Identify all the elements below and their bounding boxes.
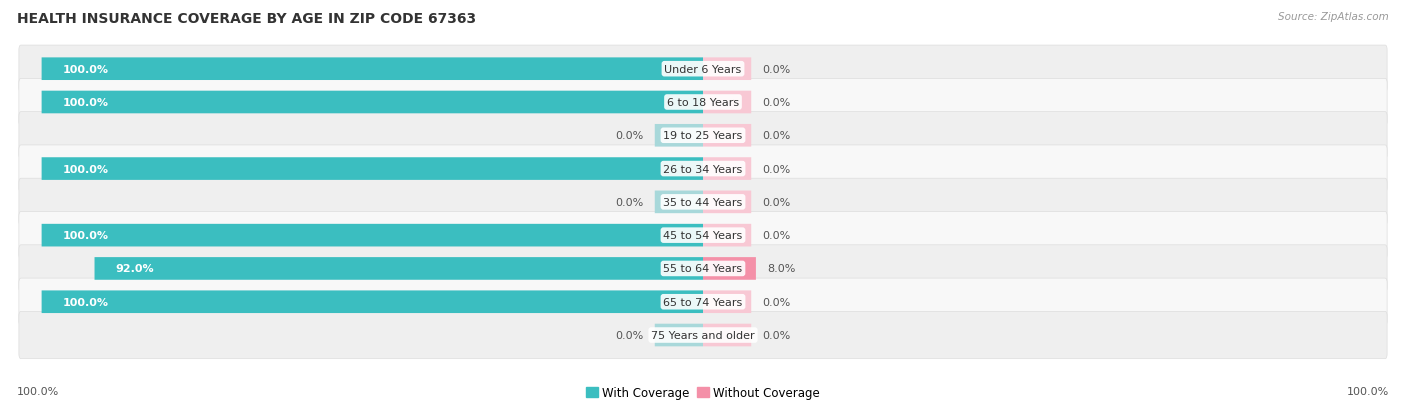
- FancyBboxPatch shape: [94, 257, 703, 280]
- Text: 0.0%: 0.0%: [616, 131, 644, 141]
- Text: 0.0%: 0.0%: [616, 197, 644, 207]
- Text: 100.0%: 100.0%: [62, 230, 108, 240]
- Text: Source: ZipAtlas.com: Source: ZipAtlas.com: [1278, 12, 1389, 22]
- FancyBboxPatch shape: [655, 324, 703, 347]
- Text: 45 to 54 Years: 45 to 54 Years: [664, 230, 742, 240]
- Legend: With Coverage, Without Coverage: With Coverage, Without Coverage: [586, 387, 820, 399]
- Text: 0.0%: 0.0%: [762, 330, 790, 340]
- Text: 100.0%: 100.0%: [62, 164, 108, 174]
- Text: 26 to 34 Years: 26 to 34 Years: [664, 164, 742, 174]
- FancyBboxPatch shape: [18, 145, 1388, 193]
- Text: 0.0%: 0.0%: [762, 131, 790, 141]
- Text: HEALTH INSURANCE COVERAGE BY AGE IN ZIP CODE 67363: HEALTH INSURANCE COVERAGE BY AGE IN ZIP …: [17, 12, 477, 26]
- Text: 100.0%: 100.0%: [17, 387, 59, 396]
- FancyBboxPatch shape: [655, 191, 703, 214]
- FancyBboxPatch shape: [42, 224, 703, 247]
- FancyBboxPatch shape: [703, 257, 756, 280]
- FancyBboxPatch shape: [703, 324, 751, 347]
- Text: 0.0%: 0.0%: [762, 197, 790, 207]
- FancyBboxPatch shape: [703, 291, 751, 313]
- Text: 55 to 64 Years: 55 to 64 Years: [664, 264, 742, 274]
- FancyBboxPatch shape: [42, 158, 703, 180]
- Text: 100.0%: 100.0%: [62, 98, 108, 108]
- FancyBboxPatch shape: [703, 158, 751, 180]
- FancyBboxPatch shape: [18, 112, 1388, 159]
- Text: 0.0%: 0.0%: [762, 230, 790, 240]
- Text: 35 to 44 Years: 35 to 44 Years: [664, 197, 742, 207]
- FancyBboxPatch shape: [18, 179, 1388, 226]
- Text: 19 to 25 Years: 19 to 25 Years: [664, 131, 742, 141]
- Text: Under 6 Years: Under 6 Years: [665, 64, 741, 74]
- FancyBboxPatch shape: [18, 245, 1388, 292]
- FancyBboxPatch shape: [18, 212, 1388, 259]
- FancyBboxPatch shape: [703, 58, 751, 81]
- Text: 75 Years and older: 75 Years and older: [651, 330, 755, 340]
- FancyBboxPatch shape: [703, 224, 751, 247]
- Text: 6 to 18 Years: 6 to 18 Years: [666, 98, 740, 108]
- FancyBboxPatch shape: [42, 58, 703, 81]
- Text: 0.0%: 0.0%: [762, 98, 790, 108]
- Text: 92.0%: 92.0%: [115, 264, 153, 274]
- Text: 65 to 74 Years: 65 to 74 Years: [664, 297, 742, 307]
- FancyBboxPatch shape: [703, 91, 751, 114]
- FancyBboxPatch shape: [42, 91, 703, 114]
- FancyBboxPatch shape: [18, 46, 1388, 93]
- Text: 100.0%: 100.0%: [62, 297, 108, 307]
- FancyBboxPatch shape: [18, 278, 1388, 325]
- Text: 0.0%: 0.0%: [762, 164, 790, 174]
- Text: 0.0%: 0.0%: [616, 330, 644, 340]
- Text: 0.0%: 0.0%: [762, 64, 790, 74]
- FancyBboxPatch shape: [18, 79, 1388, 126]
- FancyBboxPatch shape: [42, 291, 703, 313]
- FancyBboxPatch shape: [18, 312, 1388, 359]
- Text: 100.0%: 100.0%: [1347, 387, 1389, 396]
- Text: 0.0%: 0.0%: [762, 297, 790, 307]
- Text: 8.0%: 8.0%: [766, 264, 796, 274]
- FancyBboxPatch shape: [703, 125, 751, 147]
- FancyBboxPatch shape: [655, 125, 703, 147]
- FancyBboxPatch shape: [703, 191, 751, 214]
- Text: 100.0%: 100.0%: [62, 64, 108, 74]
